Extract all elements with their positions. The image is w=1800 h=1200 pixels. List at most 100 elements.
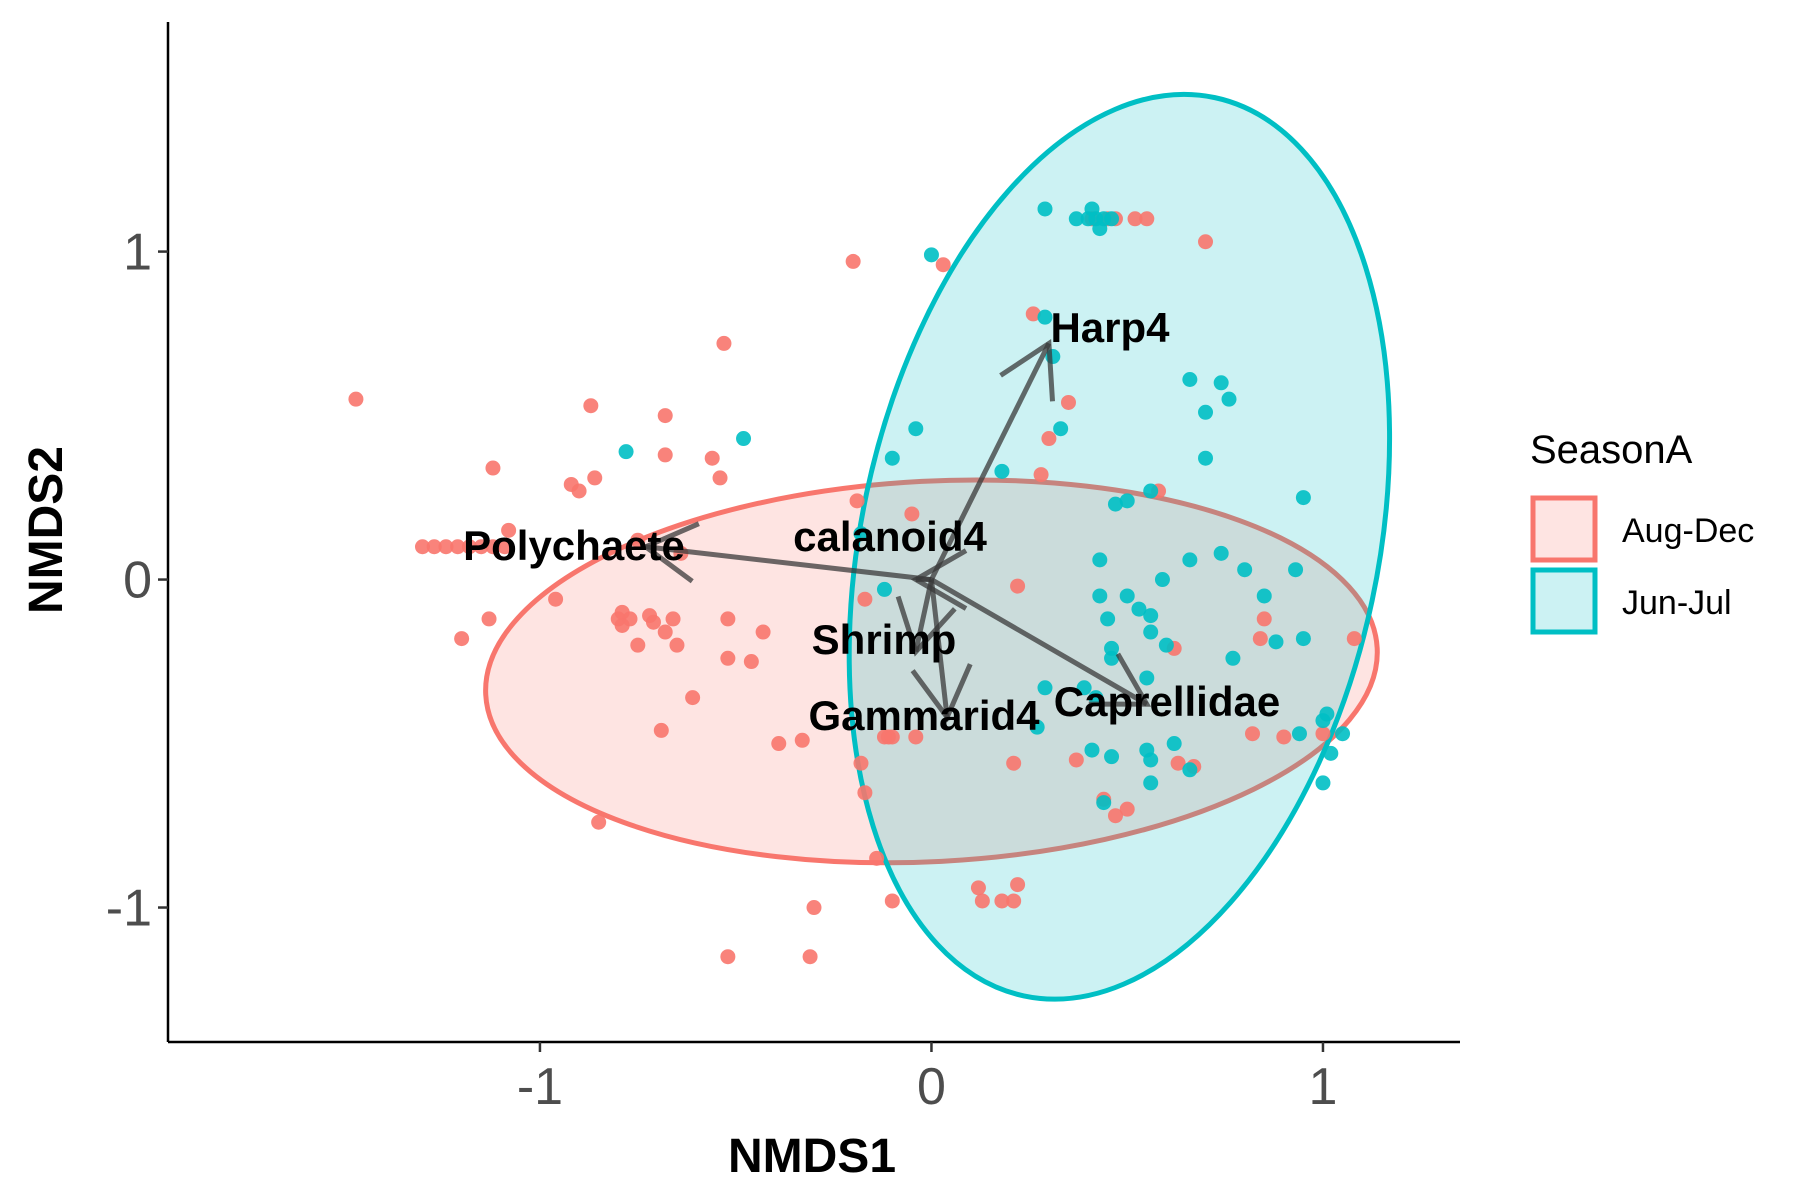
point-jun-jul [1288,562,1304,578]
point-aug-dec [1170,755,1186,771]
point-aug-dec [884,893,900,909]
point-aug-dec [485,460,501,476]
point-aug-dec [669,637,685,653]
legend-title: SeasonA [1530,428,1693,472]
legend-label-aug-dec: Aug-Dec [1622,512,1754,550]
point-aug-dec [583,398,599,414]
point-aug-dec [1010,877,1026,893]
point-aug-dec [802,949,818,965]
vector-label-polychaete: Polychaete [463,522,685,569]
point-aug-dec [720,611,736,627]
y-tick-label: -1 [106,880,152,938]
point-jun-jul [1166,736,1182,752]
point-jun-jul [1104,650,1120,666]
point-aug-dec [1198,234,1214,250]
point-jun-jul [1143,752,1159,768]
point-jun-jul [1107,496,1123,512]
point-aug-dec [704,450,720,466]
point-jun-jul [1131,601,1147,617]
point-aug-dec [348,391,364,407]
vector-caprellidae [930,577,1149,707]
point-jun-jul [1237,562,1253,578]
legend-key-aug-dec [1530,495,1598,563]
legend-label-jun-jul: Jun-Jul [1622,584,1732,622]
vector-arrowhead-polychaete [640,521,700,584]
point-aug-dec [857,591,873,607]
y-tick-label: 0 [123,552,152,610]
point-aug-dec [1068,752,1084,768]
vector-harp4 [929,342,1052,581]
point-aug-dec [970,880,986,896]
points-layer [348,201,1362,965]
axes-layer [166,22,1460,1044]
point-jun-jul [618,444,634,460]
point-aug-dec [1033,467,1049,483]
point-aug-dec [438,539,454,555]
point-aug-dec [1315,726,1331,742]
point-aug-dec [712,470,728,486]
point-aug-dec [1006,755,1022,771]
point-jun-jul [1158,637,1174,653]
point-aug-dec [645,614,661,630]
point-jun-jul [1084,742,1100,758]
vector-label-calanoid4: calanoid4 [793,513,987,560]
vector-label-gammarid4: Gammarid4 [808,692,1040,739]
point-aug-dec [806,900,822,916]
ticks-layer: -1 0 1 -1 0 1 [106,224,1338,1116]
point-jun-jul [1104,211,1120,227]
point-jun-jul [1076,680,1092,696]
x-tick-label: 0 [917,1058,946,1116]
point-aug-dec [501,522,517,538]
point-jun-jul [1256,588,1272,604]
ellipse-jun-jul [846,91,1393,1002]
vector-arrowhead-gammarid4 [910,663,973,723]
point-jun-jul [1198,450,1214,466]
point-aug-dec [481,611,497,627]
point-aug-dec [630,532,646,548]
point-jun-jul [1092,552,1108,568]
point-jun-jul [1213,545,1229,561]
point-aug-dec [1119,801,1135,817]
point-jun-jul [1088,690,1104,706]
point-jun-jul [1104,749,1120,765]
point-jun-jul [1335,726,1351,742]
point-jun-jul [1037,201,1053,217]
point-aug-dec [657,447,673,463]
point-aug-dec [1244,726,1260,742]
point-aug-dec [1256,611,1272,627]
point-aug-dec [497,539,513,555]
point-aug-dec [473,539,489,555]
point-aug-dec [935,257,951,273]
point-aug-dec [771,736,787,752]
vector-shrimp [913,579,934,653]
point-jun-jul [1213,375,1229,391]
point-aug-dec [1006,893,1022,909]
point-jun-jul [1268,634,1284,650]
point-aug-dec [908,729,924,745]
ellipses-layer [483,91,1393,1002]
y-tick-label: 1 [123,224,152,282]
point-jun-jul [1053,421,1069,437]
point-jun-jul [1119,588,1135,604]
point-aug-dec [743,654,759,670]
point-aug-dec [720,949,736,965]
point-aug-dec [1346,631,1362,647]
x-tick-label: -1 [517,1058,563,1116]
point-jun-jul [1295,490,1311,506]
point-jun-jul [853,526,869,542]
point-aug-dec [653,722,669,738]
point-aug-dec [685,690,701,706]
point-jun-jul [1291,726,1307,742]
x-axis-title: NMDS1 [728,1130,896,1183]
point-aug-dec [904,506,920,522]
vector-arrowhead-calanoid4 [910,548,968,611]
point-aug-dec [548,591,564,607]
point-jun-jul [1139,670,1155,686]
point-jun-jul [1323,745,1339,761]
point-jun-jul [1143,483,1159,499]
point-aug-dec [571,483,587,499]
point-aug-dec [853,755,869,771]
point-aug-dec [716,335,732,351]
